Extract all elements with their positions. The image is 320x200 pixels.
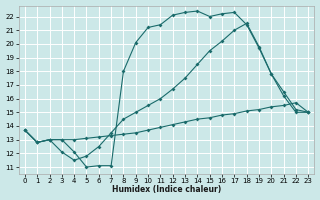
- X-axis label: Humidex (Indice chaleur): Humidex (Indice chaleur): [112, 185, 221, 194]
